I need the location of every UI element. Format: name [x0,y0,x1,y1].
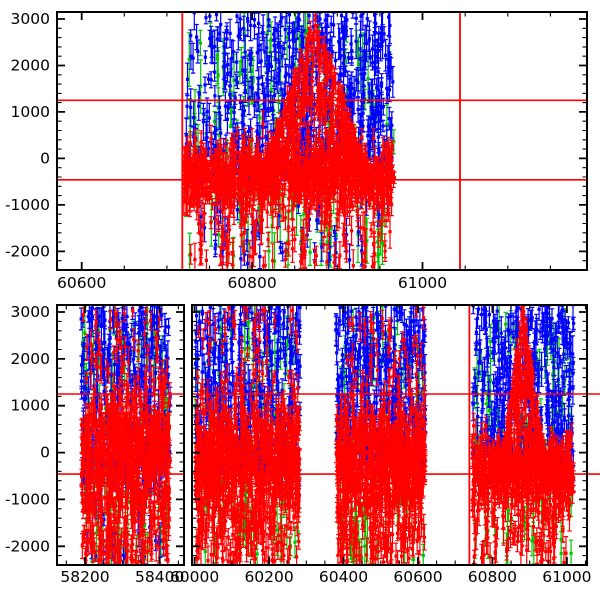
x-tick-label: 61000 [542,568,591,586]
y-tick-label: 1000 [11,103,50,121]
panel-top-axes: 60600 60800 61000 3000 2000 1000 0 -1000 -2000 [5,10,588,292]
panel-bottom-left-axes: 58200 58400 3000 2000 1000 0 -1000 -2000 [5,303,185,586]
x-tick-label: 58400 [135,568,184,586]
markers-red [338,309,426,433]
major-ticks [57,305,184,565]
y-tick-label: 2000 [11,350,50,368]
markers-red [196,306,300,433]
markers-red [189,181,392,269]
x-tick-label: 60800 [468,568,517,586]
panel-bottom-left-frame [56,304,185,566]
markers-red [194,479,301,564]
panel-bottom-right-axes: 60000 60200 60400 60600 60800 61000 [170,304,592,586]
x-tick-label: 60400 [319,568,368,586]
y-tick-label: 3000 [11,303,50,321]
panel-bottom-left-ref-lines [57,393,184,475]
major-ticks [192,305,587,565]
panel-top-frame [56,11,588,271]
x-tick-label: 61000 [398,274,447,292]
x-tick-label: 60800 [227,274,276,292]
markers-red [335,479,426,565]
y-tick-label: 1000 [11,397,50,415]
y-tick-label: 0 [40,444,50,462]
minor-ticks [57,305,184,565]
minor-ticks [57,12,587,270]
minor-ticks [192,305,587,565]
markers-blue [79,305,172,483]
panel-bottom-right-frame [191,304,588,566]
y-tick-label: 0 [40,149,50,167]
panel-bottom-left-data [79,305,173,565]
y-tick-label: -2000 [5,242,50,260]
y-tick-label: 3000 [11,10,50,28]
panel-top-ref-lines [57,12,587,270]
x-tick-label: 60200 [244,568,293,586]
x-tick-label: 60000 [170,568,219,586]
panel-top-data [181,12,397,270]
y-tick-label: 2000 [11,57,50,75]
y-tick-label: -1000 [5,490,50,508]
major-ticks [57,12,587,270]
y-tick-label: -1000 [5,196,50,214]
markers-red [472,480,572,565]
markers-red [261,14,370,178]
markers-blue [84,475,169,562]
y-tick-label: -2000 [5,537,50,555]
x-tick-label: 58200 [60,568,109,586]
x-tick-label: 60600 [57,274,106,292]
markers-red [498,306,548,472]
panel-bottom-right-ref-lines [192,305,600,565]
x-tick-label: 60600 [393,568,442,586]
